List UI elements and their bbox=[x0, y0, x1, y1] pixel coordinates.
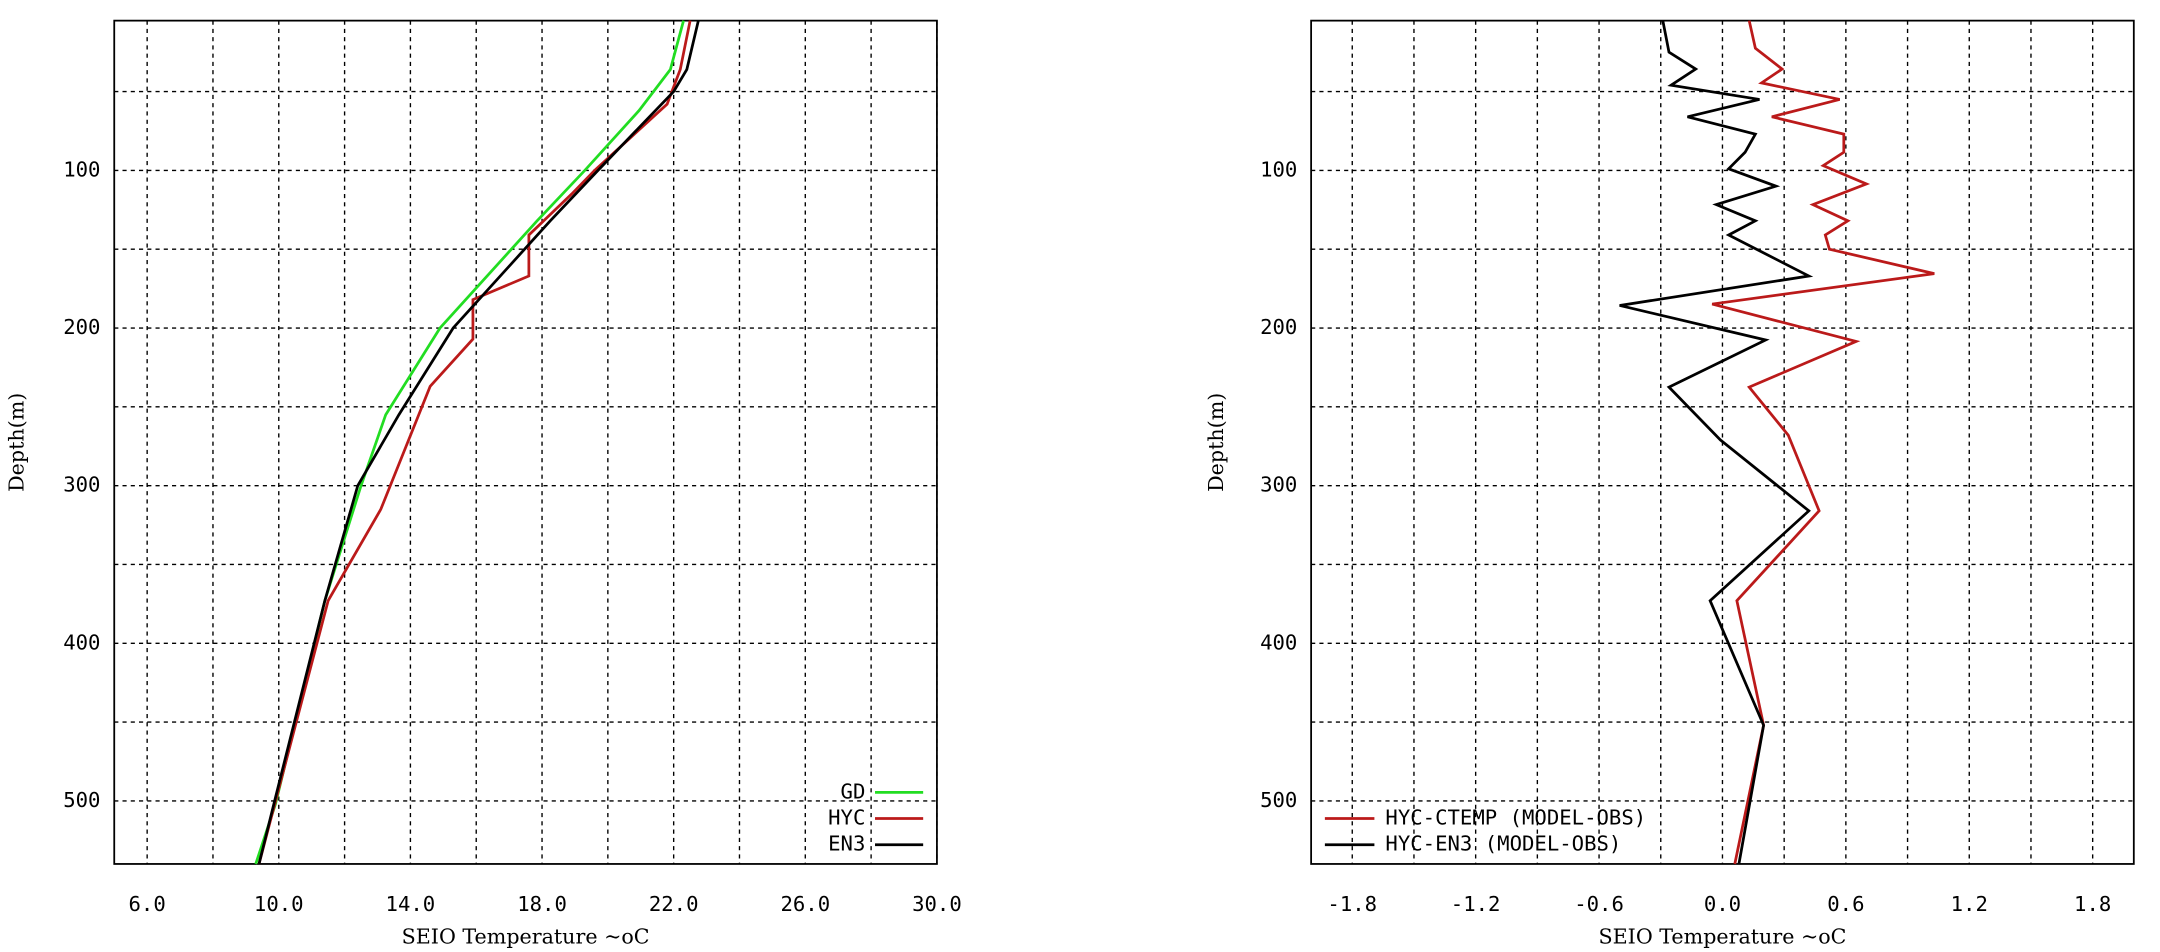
y-tick-label: 100 bbox=[1260, 157, 1297, 181]
data-line bbox=[257, 20, 700, 865]
x-tick-label: 30.0 bbox=[912, 892, 962, 916]
legend-label: EN3 bbox=[828, 832, 865, 856]
x-tick-label: 18.0 bbox=[517, 892, 567, 916]
data-line bbox=[257, 20, 692, 865]
y-tick-label: 500 bbox=[1260, 788, 1297, 812]
y-tick-label: 200 bbox=[1260, 315, 1297, 339]
x-axis-title: SEIO Temperature ~oC bbox=[402, 925, 650, 949]
x-tick-label: 1.2 bbox=[1951, 892, 1988, 916]
x-axis-title: SEIO Temperature ~oC bbox=[1598, 925, 1846, 949]
plot-frame bbox=[1310, 19, 2135, 865]
x-tick-label: -0.6 bbox=[1574, 892, 1624, 916]
legend-label: HYC-EN3 (MODEL-OBS) bbox=[1385, 832, 1621, 856]
y-tick-label: 300 bbox=[1260, 473, 1297, 497]
data-line bbox=[1711, 20, 1935, 865]
x-tick-label: 10.0 bbox=[254, 892, 304, 916]
x-tick-label: 14.0 bbox=[386, 892, 436, 916]
y-tick-label: 200 bbox=[63, 315, 100, 339]
x-tick-label: 1.8 bbox=[2074, 892, 2111, 916]
x-tick-label: -1.2 bbox=[1451, 892, 1501, 916]
x-tick-label: 22.0 bbox=[649, 892, 699, 916]
x-tick-label: 0.0 bbox=[1704, 892, 1741, 916]
legend-label: HYC bbox=[828, 806, 865, 830]
y-tick-label: 100 bbox=[63, 157, 100, 181]
y-axis-title: Depth(m) bbox=[1204, 393, 1228, 492]
data-line bbox=[1619, 20, 1814, 865]
x-tick-label: 0.6 bbox=[1827, 892, 1864, 916]
y-axis-title: Depth(m) bbox=[4, 393, 28, 492]
plot-frame bbox=[113, 19, 938, 865]
y-tick-label: 400 bbox=[63, 630, 100, 654]
y-tick-label: 500 bbox=[63, 788, 100, 812]
x-tick-label: -1.8 bbox=[1327, 892, 1377, 916]
legend-label: GD bbox=[841, 779, 866, 803]
y-tick-label: 300 bbox=[63, 473, 100, 497]
legend-label: HYC-CTEMP (MODEL-OBS) bbox=[1385, 806, 1646, 830]
y-tick-label: 400 bbox=[1260, 630, 1297, 654]
x-tick-label: 6.0 bbox=[129, 892, 166, 916]
x-tick-label: 26.0 bbox=[780, 892, 830, 916]
